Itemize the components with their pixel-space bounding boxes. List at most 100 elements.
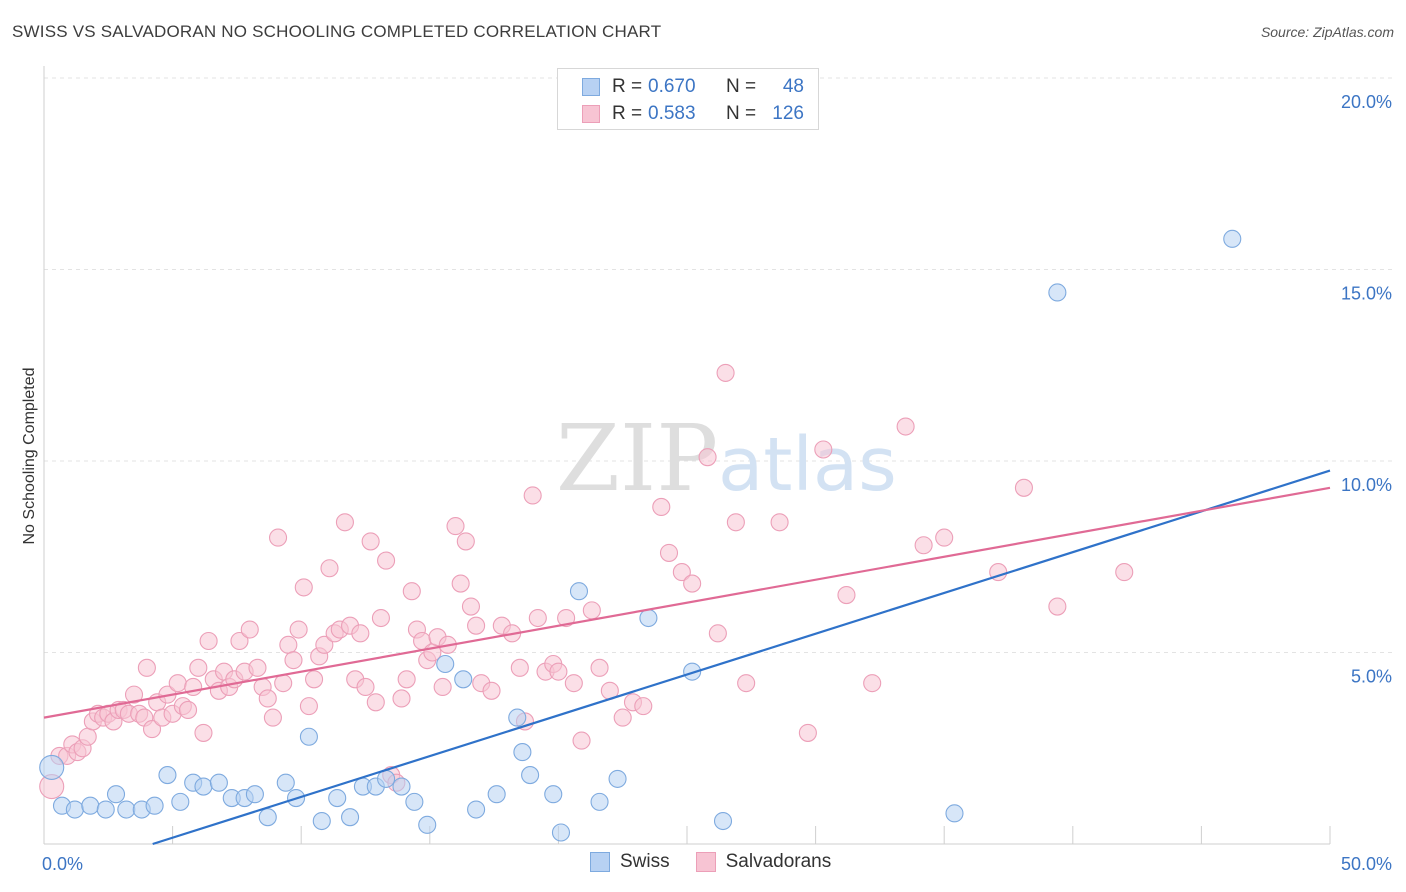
- swiss-point: [418, 815, 437, 834]
- source-label: Source: ZipAtlas.com: [1260, 24, 1394, 40]
- salvadoran-point: [78, 727, 97, 746]
- salvadoran-point: [446, 517, 465, 536]
- watermark-atlas: atlas: [718, 422, 897, 508]
- salvadoran-point: [168, 674, 187, 693]
- salvadoran-point: [402, 582, 421, 601]
- legend-row-salvadoran: R = 0.583 N = 126: [582, 102, 804, 126]
- swiss-point: [405, 792, 424, 811]
- salvadoran-point: [528, 608, 547, 628]
- salvadoran-point: [299, 697, 318, 716]
- swiss-point: [258, 808, 277, 827]
- salvadoran-point: [482, 681, 501, 700]
- salvadoran-point: [366, 693, 385, 712]
- salvadoran-legend-label: Salvadorans: [725, 851, 832, 872]
- salvadoran-point: [770, 513, 789, 532]
- swiss-point: [713, 811, 733, 831]
- swiss-trend-line: [152, 469, 1331, 846]
- salvadoran-point: [269, 528, 288, 547]
- swiss-point: [341, 808, 360, 827]
- salvadoran-point: [456, 532, 475, 551]
- salvadoran-n-value: 126: [772, 103, 804, 124]
- salvadoran-point: [377, 551, 396, 570]
- salvadoran-point: [510, 658, 529, 677]
- salvadoran-point: [194, 723, 213, 742]
- swiss-point: [276, 773, 295, 792]
- salvadoran-point: [461, 597, 481, 616]
- legend-item-swiss[interactable]: Swiss: [590, 851, 670, 873]
- salvadoran-point: [572, 731, 591, 750]
- swiss-point: [569, 582, 589, 601]
- swiss-swatch: [582, 78, 600, 96]
- swiss-point: [508, 708, 527, 727]
- salvadoran-point: [240, 620, 259, 639]
- salvadoran-point: [716, 363, 735, 382]
- salvadoran-points: [39, 363, 1134, 800]
- salvadoran-point: [582, 601, 601, 620]
- salvadoran-r-value: 0.583: [648, 103, 696, 124]
- swiss-point: [454, 670, 473, 689]
- salvadoran-point: [263, 708, 282, 727]
- salvadoran-point: [698, 448, 717, 467]
- salvadoran-point: [523, 486, 542, 505]
- salvadoran-point: [683, 574, 702, 593]
- salvadoran-point: [124, 685, 144, 704]
- salvadoran-point: [284, 651, 303, 670]
- salvadoran-point: [652, 497, 671, 517]
- salvadoran-point: [248, 658, 267, 677]
- salvadoran-point: [335, 513, 354, 532]
- swiss-point: [1048, 283, 1067, 302]
- series-legend: Swiss Salvadorans: [590, 851, 857, 873]
- salvadoran-point: [137, 658, 156, 677]
- salvadoran-point: [1048, 597, 1067, 616]
- salvadoran-n-label: N =: [726, 103, 757, 124]
- watermark: ZIP atlas: [556, 405, 897, 512]
- swiss-point: [945, 804, 964, 823]
- salvadoran-point: [433, 677, 452, 697]
- swiss-point: [209, 773, 228, 792]
- swiss-legend-swatch: [590, 852, 610, 872]
- swiss-point: [544, 785, 563, 804]
- salvadoran-point: [279, 635, 298, 654]
- chart-title: SWISS VS SALVADORAN NO SCHOOLING COMPLET…: [12, 22, 662, 41]
- salvadoran-point: [659, 543, 679, 562]
- swiss-point: [245, 785, 264, 804]
- swiss-legend-label: Swiss: [620, 851, 670, 872]
- trend-lines: [43, 469, 1331, 846]
- swiss-point: [96, 800, 115, 819]
- legend-item-salvadoran[interactable]: Salvadorans: [695, 851, 832, 873]
- swiss-r-value: 0.670: [648, 76, 696, 97]
- salvadoran-point: [590, 658, 609, 677]
- salvadoran-legend-swatch: [695, 852, 716, 872]
- swiss-point: [145, 796, 164, 815]
- swiss-point: [683, 662, 702, 681]
- swiss-point: [513, 743, 532, 762]
- swiss-point: [590, 792, 609, 811]
- tick-labels: 5.0% 10.0% 15.0% 20.0% 0.0% 50.0%: [42, 92, 1392, 874]
- x-tick-label: 50.0%: [1341, 854, 1392, 874]
- salvadoran-point: [361, 532, 380, 551]
- salvadoran-point: [189, 658, 208, 677]
- salvadoran-point: [896, 417, 915, 436]
- salvadoran-point: [294, 578, 313, 597]
- salvadoran-point: [305, 670, 324, 689]
- salvadoran-point: [142, 720, 162, 739]
- swiss-r-label: R =: [612, 76, 643, 97]
- salvadoran-point: [258, 689, 277, 708]
- salvadoran-point: [914, 536, 933, 555]
- salvadoran-point: [351, 624, 370, 643]
- salvadoran-point: [935, 528, 954, 547]
- salvadoran-point: [274, 674, 293, 693]
- salvadoran-point: [289, 620, 308, 639]
- salvadoran-point: [467, 616, 486, 635]
- salvadoran-point: [397, 670, 416, 689]
- swiss-points: [39, 229, 1242, 842]
- salvadoran-point: [557, 608, 576, 628]
- swiss-point: [487, 785, 506, 804]
- swiss-point: [299, 727, 318, 746]
- salvadoran-point: [634, 697, 653, 716]
- swiss-point: [81, 796, 100, 815]
- swiss-point: [158, 766, 177, 785]
- salvadoran-point: [564, 674, 583, 693]
- swiss-point: [171, 792, 190, 811]
